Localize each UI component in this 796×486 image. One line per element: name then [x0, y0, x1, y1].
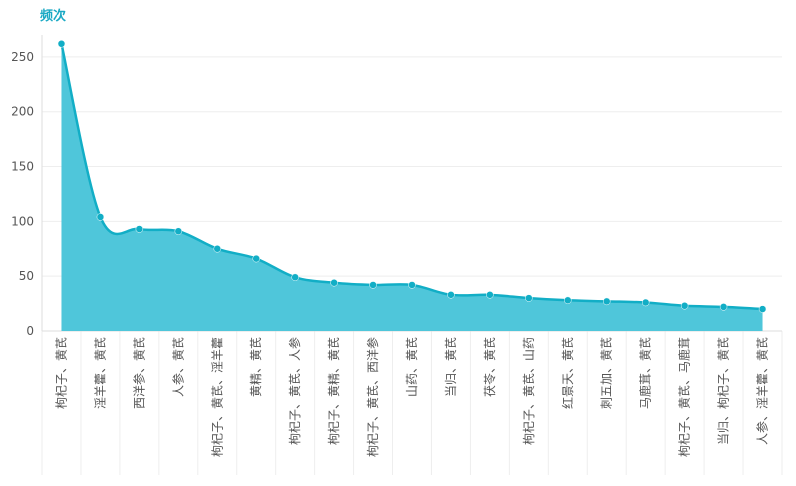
data-point [96, 213, 105, 221]
x-tick-label: 西洋参、黄芪 [131, 337, 146, 409]
y-tick-label: 0 [26, 324, 34, 338]
data-point [719, 303, 728, 311]
y-tick-label: 150 [11, 160, 34, 174]
data-point [680, 302, 689, 310]
x-tick-label: 红景天、黄芪 [560, 337, 575, 409]
data-point [174, 227, 183, 235]
data-point [213, 245, 222, 253]
data-point [291, 273, 299, 282]
x-tick-label: 刺五加、黄芪 [600, 337, 614, 409]
series-area-fill [61, 43, 763, 331]
x-tick-label: 黄精、黄芪 [249, 337, 263, 397]
data-point [602, 297, 611, 306]
x-tick-label: 枸杞子、黄芪、人参 [287, 337, 302, 445]
x-tick-label: 人参、黄芪 [170, 337, 185, 397]
data-point [252, 254, 260, 263]
data-point [330, 279, 338, 287]
data-point [564, 296, 572, 305]
x-tick-label: 枸杞子、黄芪、淫羊藿 [209, 337, 224, 457]
x-tick-label: 茯苓、黄芪 [483, 337, 497, 397]
x-tick-label: 淫羊藿、黄芪 [92, 337, 107, 409]
x-tick-label: 枸杞子、黄芪、西洋参 [365, 337, 380, 457]
x-tick-label: 山药、黄芪 [405, 337, 419, 397]
data-point [57, 40, 66, 48]
x-tick-label: 枸杞子、黄芪、山药 [521, 337, 536, 445]
y-tick-label: 50 [19, 269, 34, 283]
data-point [486, 291, 494, 299]
data-point [369, 281, 377, 289]
data-point [758, 305, 767, 313]
data-point [408, 281, 416, 289]
x-tick-label: 人参、淫羊藿、黄芪 [755, 337, 770, 445]
x-tick-label: 当归、枸杞子、黄芪 [716, 337, 731, 445]
y-tick-label: 250 [11, 50, 34, 64]
x-tick-label: 当归、黄芪 [444, 337, 458, 397]
x-tick-label: 枸杞子、黄精、黄芪 [326, 337, 341, 445]
data-point [525, 294, 533, 302]
data-point [447, 291, 455, 299]
x-tick-label: 马鹿茸、黄芪 [638, 337, 653, 409]
data-point [135, 225, 144, 233]
chart-title: 频次 [40, 9, 67, 24]
x-tick-label: 枸杞子、黄芪 [53, 337, 68, 409]
y-tick-label: 200 [11, 105, 34, 119]
x-tick-label: 枸杞子、黄芪、马鹿茸 [677, 337, 692, 457]
y-tick-label: 100 [11, 214, 34, 228]
data-point [641, 298, 650, 307]
